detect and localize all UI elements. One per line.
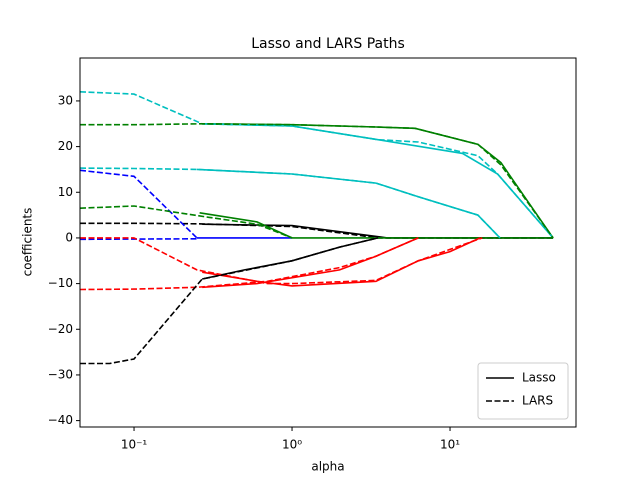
y-tick-label: −20 <box>48 322 73 336</box>
series-line <box>80 205 293 239</box>
plot-area <box>80 91 554 365</box>
series-line <box>80 122 554 239</box>
series-line <box>80 91 554 239</box>
y-tick-label: 30 <box>58 93 73 107</box>
x-tick-label: 10¹ <box>440 438 460 452</box>
legend-label: Lasso <box>522 371 556 385</box>
x-tick-label: 10⁻¹ <box>121 438 148 452</box>
chart-title: Lasso and LARS Paths <box>251 36 405 52</box>
series-line <box>80 222 554 239</box>
series-line <box>202 237 481 287</box>
y-tick-label: 20 <box>58 139 73 153</box>
y-tick-label: 10 <box>58 185 73 199</box>
series-line <box>80 237 483 285</box>
legend-box <box>477 362 569 420</box>
series-line <box>80 237 419 291</box>
legend-label: LARS <box>522 394 553 408</box>
series-line <box>80 237 379 365</box>
x-tick-label: 10⁰ <box>282 438 302 452</box>
series-line <box>80 167 501 239</box>
series-line <box>202 223 554 239</box>
series-line <box>80 169 198 239</box>
series-line <box>202 237 379 280</box>
y-tick-label: −40 <box>48 413 73 427</box>
series-line <box>202 237 419 289</box>
y-tick-label: −10 <box>48 276 73 290</box>
series-line <box>199 212 554 239</box>
series-line <box>80 238 197 241</box>
y-tick-label: 0 <box>65 230 73 244</box>
y-axis-label: coefficients <box>21 208 35 277</box>
axes-frame <box>79 57 577 428</box>
y-tick-label: −30 <box>48 367 73 381</box>
x-axis-label: alpha <box>311 460 344 474</box>
